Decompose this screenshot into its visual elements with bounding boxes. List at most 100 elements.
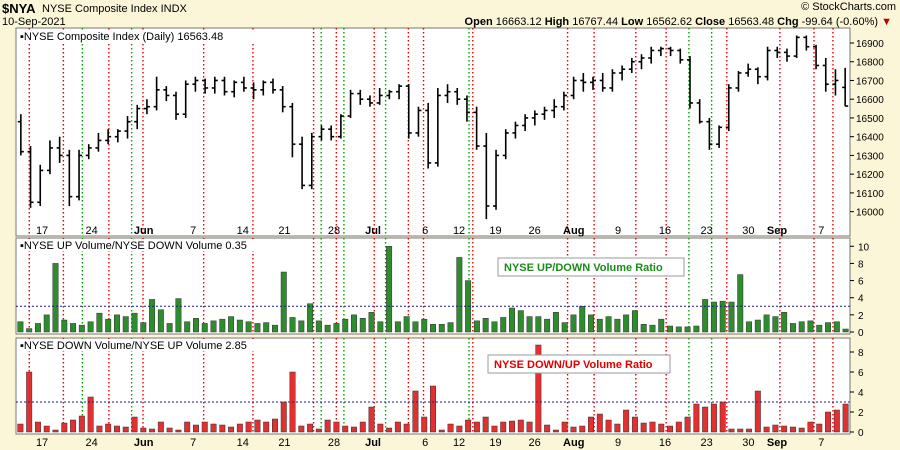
price-xtick-label: 19 bbox=[489, 225, 501, 237]
updown-bar bbox=[113, 314, 120, 333]
open-value: 16663.12 bbox=[495, 16, 542, 28]
ohlc-bar bbox=[240, 76, 247, 92]
updown-bar bbox=[561, 322, 568, 333]
downup-bar bbox=[175, 429, 182, 433]
low-value: 16562.62 bbox=[646, 16, 693, 28]
volume-xtick-label: 28 bbox=[328, 437, 340, 449]
ohlc-bar bbox=[289, 102, 296, 158]
ohlc-bar bbox=[299, 136, 306, 190]
high-value: 16767.44 bbox=[572, 16, 619, 28]
ohlc-bar bbox=[37, 164, 44, 207]
price-ytick-label: 16100 bbox=[856, 189, 884, 200]
ohlc-bar bbox=[328, 125, 335, 141]
ohlc-bar bbox=[590, 76, 597, 90]
updown-bar bbox=[693, 325, 700, 333]
updown-bar bbox=[263, 322, 270, 333]
ohlc-bar bbox=[415, 106, 422, 137]
price-ytick-label: 16400 bbox=[856, 133, 884, 144]
downup-bar bbox=[728, 428, 735, 433]
ohlc-bar bbox=[822, 57, 829, 92]
ohlc-bar bbox=[17, 114, 24, 156]
downup-bar bbox=[140, 427, 147, 433]
downup-bar bbox=[675, 421, 682, 433]
downup-bar bbox=[17, 423, 24, 433]
updown-bar bbox=[78, 324, 85, 333]
downup-bar bbox=[825, 411, 832, 433]
updown-bar bbox=[535, 316, 542, 333]
downup-bar bbox=[61, 422, 68, 433]
updown-bar bbox=[377, 321, 384, 333]
updown-bar bbox=[702, 299, 709, 333]
ohlc-bar bbox=[250, 82, 257, 100]
ticker-symbol: $NYA bbox=[2, 1, 36, 16]
updown-bar bbox=[149, 299, 156, 333]
ohlc-bar bbox=[493, 149, 500, 210]
updown-bar bbox=[623, 314, 630, 333]
volume-xtick-label: 21 bbox=[278, 437, 290, 449]
downup-bar bbox=[693, 403, 700, 433]
ohlc-bar bbox=[444, 84, 451, 103]
ohlc-bar bbox=[686, 56, 693, 109]
downup-bar bbox=[403, 423, 410, 433]
updown-bar bbox=[728, 301, 735, 333]
downup-bar bbox=[482, 416, 489, 433]
price-ytick-label: 16800 bbox=[856, 58, 884, 69]
updown-bar bbox=[552, 312, 559, 333]
updown-bar bbox=[473, 320, 480, 333]
updown-bar bbox=[842, 328, 849, 333]
volume-xtick-label: Jul bbox=[365, 437, 381, 449]
updown-bar bbox=[52, 263, 59, 333]
downup-bar bbox=[816, 423, 823, 433]
ohlc-bar bbox=[725, 84, 732, 132]
updown-bar bbox=[684, 326, 691, 333]
updown-bar bbox=[175, 298, 182, 333]
ohlc-bar bbox=[502, 129, 509, 160]
updown-bar bbox=[87, 321, 94, 333]
downup-bar bbox=[500, 421, 507, 433]
ohlc-bar bbox=[842, 67, 849, 107]
downup-bar bbox=[280, 401, 287, 433]
volume-xtick-label: 14 bbox=[237, 437, 249, 449]
ohlc-bar bbox=[134, 104, 141, 130]
updown-bar bbox=[754, 319, 761, 333]
low-label: Low bbox=[621, 16, 644, 28]
chart-date: 10-Sep-2021 bbox=[2, 16, 66, 28]
downup-title: ▪NYSE DOWN Volume/NYSE UP Volume 2.85 bbox=[20, 340, 247, 352]
updown-ytick-label: 8 bbox=[858, 259, 864, 270]
close-label: Close bbox=[695, 16, 726, 28]
downup-bar bbox=[394, 421, 401, 433]
updown-bar bbox=[675, 326, 682, 333]
ohlc-bar bbox=[813, 44, 820, 70]
downup-bar bbox=[70, 419, 77, 433]
updown-bar bbox=[719, 300, 726, 333]
updown-bar bbox=[517, 310, 524, 333]
updown-bar bbox=[798, 321, 805, 333]
ohlc-bar bbox=[366, 95, 373, 107]
volume-xtick-label: 7 bbox=[818, 437, 824, 449]
ohlc-bar bbox=[27, 146, 34, 208]
updown-bar bbox=[500, 317, 507, 333]
downup-bar bbox=[386, 427, 393, 433]
updown-bar bbox=[596, 318, 603, 333]
price-xtick-label: 6 bbox=[422, 225, 428, 237]
ohlc-bar bbox=[638, 54, 645, 70]
ohlc-bar bbox=[541, 106, 548, 120]
volume-xtick-label: 23 bbox=[701, 437, 713, 449]
price-ytick-label: 16000 bbox=[856, 208, 884, 219]
price-ytick-label: 16600 bbox=[856, 95, 884, 106]
downup-title-bg bbox=[18, 339, 264, 351]
updown-bar bbox=[403, 316, 410, 333]
updown-bar bbox=[359, 318, 366, 333]
downup-bar bbox=[359, 421, 366, 433]
ohlc-bar bbox=[66, 149, 73, 207]
ohlc-bar bbox=[522, 114, 529, 132]
price-title-bg bbox=[18, 30, 254, 42]
ohlc-bar bbox=[580, 72, 587, 92]
updown-bar bbox=[544, 318, 551, 333]
ohlc-bar bbox=[173, 91, 180, 120]
ohlc-bar bbox=[231, 80, 238, 98]
downup-bar bbox=[166, 427, 173, 433]
ohlc-bar bbox=[425, 102, 432, 169]
ohlc-bar bbox=[124, 116, 131, 139]
downup-bar bbox=[658, 423, 665, 433]
